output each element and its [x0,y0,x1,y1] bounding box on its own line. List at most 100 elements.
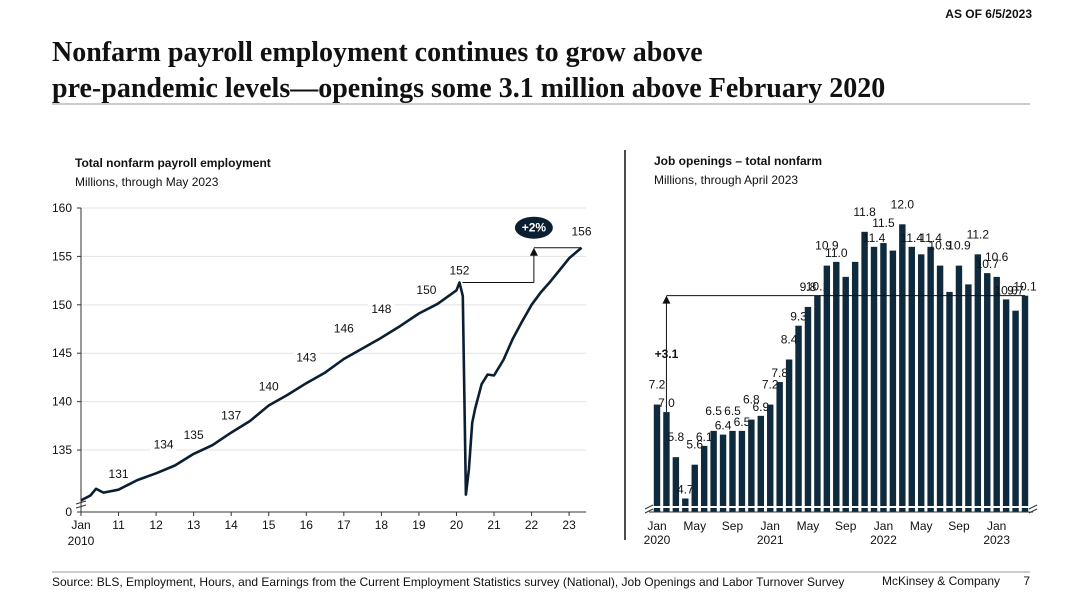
label-bg [368,301,395,317]
title-line: Nonfarm payroll employment continues to … [52,37,703,68]
data-label: 10.1 [1013,280,1037,294]
x-tick-label: May [797,519,820,533]
bar [757,415,765,512]
data-label: 7.2 [649,378,666,392]
axis-break [644,504,654,510]
axis-break [1028,508,1038,514]
x-tick-label: May [683,519,706,533]
callout-label: +2% [522,221,547,235]
chart-title: Job openings – total nonfarm [654,154,822,168]
x-tick-label: 17 [337,518,351,532]
label-bg [446,262,473,278]
bar [691,464,698,512]
y-tick-label: 135 [52,443,72,457]
data-label: 10.7 [976,257,1000,271]
data-label: 11.4 [863,231,886,245]
chart-title: Total nonfarm payroll employment [75,156,271,170]
data-label: 10.0 [994,283,1018,297]
x-tick-label: 12 [149,518,163,532]
data-label: 11.4 [901,231,924,245]
data-label: 9.3 [790,310,807,324]
bar [653,404,661,512]
bar [823,265,831,512]
data-label: 150 [416,283,436,297]
data-label: 6.5 [734,415,751,429]
axis-break [644,508,654,514]
x-tick-sublabel: 2021 [757,533,784,547]
x-tick-label: Sep [722,519,744,533]
bar [700,445,708,512]
bar [814,295,821,512]
data-label: 10.1 [806,280,830,294]
data-label: 140 [259,380,279,394]
bar [955,265,963,512]
y-tick-label: 145 [52,346,72,360]
bar [748,419,755,512]
y-tick-label: 160 [52,201,72,215]
x-tick-sublabel: 2022 [870,533,897,547]
y-tick-label: 155 [52,249,72,263]
x-tick-label: 13 [187,518,201,532]
bar [974,254,982,512]
x-tick-label: 18 [375,518,389,532]
bar [738,430,746,512]
x-tick-label: 15 [262,518,276,532]
bar [993,276,1000,512]
x-tick-label: 21 [487,518,501,532]
bar [682,498,689,512]
data-label: 9.7 [1007,284,1024,298]
x-tick-label: Jan [874,519,893,533]
data-label: 131 [109,467,129,481]
data-label: 5.6 [686,438,703,452]
data-label: 10.9 [928,239,952,253]
x-tick-label: Sep [948,519,970,533]
bar [710,430,717,512]
data-label: 7.8 [771,366,788,380]
data-label: 11.4 [919,231,942,245]
data-label: 6.1 [696,430,713,444]
brand: McKinsey & Company [882,574,1000,588]
bar [946,291,953,512]
label-bg [180,427,207,443]
data-label: 6.4 [715,419,732,433]
label-bg [150,436,177,452]
data-label: 7.2 [762,378,779,392]
data-label: 135 [184,428,204,442]
data-label: 148 [371,302,391,316]
bar [984,273,991,512]
x-tick-label: 20 [450,518,464,532]
data-label: 6.8 [743,393,760,407]
data-label: 11.5 [872,216,895,230]
data-label: 11.2 [967,227,990,241]
bar [842,276,849,512]
data-label: 6.5 [724,404,741,418]
x-tick-label: May [910,519,933,533]
data-label: 12.0 [891,197,915,211]
callout-arrowhead [529,247,538,256]
bar [719,434,727,512]
axis-break [75,504,87,509]
chart-subtitle: Millions, through May 2023 [75,175,219,189]
bar [804,306,812,512]
x-tick-sublabel: 2023 [983,533,1010,547]
x-tick-label: 14 [225,518,239,532]
source: Source: BLS, Employment, Hours, and Earn… [52,575,844,589]
bar [908,246,915,512]
label-bg [105,465,132,481]
x-tick-label: 16 [300,518,314,532]
label-bg [218,407,245,423]
data-label: 137 [221,409,241,423]
bar [861,231,868,512]
data-label: 134 [154,438,174,452]
bar [965,284,972,512]
x-tick-label: Sep [835,519,857,533]
label-bg [255,378,282,394]
bar [927,246,934,512]
title-line: pre-pandemic levels—openings some 3.1 mi… [52,73,885,104]
bar [672,457,680,512]
bar [1021,295,1029,512]
data-label: 156 [571,225,591,239]
bar [663,412,670,512]
bar [729,430,736,512]
